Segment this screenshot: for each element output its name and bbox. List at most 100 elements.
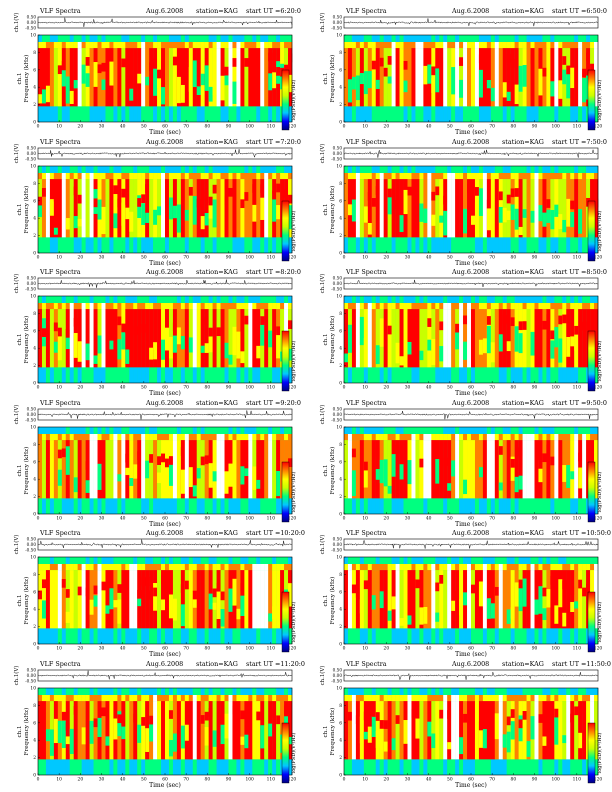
waveform-ylabel: ch.1(V) xyxy=(13,13,20,33)
spectrogram-cell xyxy=(355,700,361,759)
spectrogram-cell xyxy=(149,453,154,463)
spectrogram-cell xyxy=(200,296,205,303)
spectrogram-cell xyxy=(38,433,43,440)
spectrogram-cell xyxy=(407,700,412,759)
spectrogram-cell xyxy=(81,726,86,744)
spectrogram-cell xyxy=(427,497,432,514)
spectrogram-cell xyxy=(208,48,213,107)
spectrogram-cell xyxy=(451,172,456,179)
channel-label: ch.1 xyxy=(323,725,329,737)
spectrogram-cell xyxy=(522,439,527,498)
spectrogram-cell xyxy=(73,302,78,310)
spectrogram-cell xyxy=(482,35,488,42)
spectrogram-cell xyxy=(594,426,599,434)
spectrogram-cell xyxy=(478,563,484,571)
spectrogram-cell xyxy=(578,579,583,589)
spectrogram-cell xyxy=(45,296,51,303)
spectrogram-cell xyxy=(582,439,587,498)
spectrogram-cell xyxy=(268,178,273,237)
spectrogram-cell xyxy=(447,165,452,173)
spectrogram-cell xyxy=(578,557,583,564)
spectrogram-cell xyxy=(411,563,416,571)
spectrogram-cell xyxy=(379,178,384,237)
spectrogram-cell xyxy=(157,497,162,514)
spectrogram-cell xyxy=(208,35,213,42)
spectrogram-cell xyxy=(367,222,372,235)
spectrogram-cell xyxy=(443,628,448,644)
spectrogram-cell xyxy=(463,426,468,434)
spectrogram-cell xyxy=(236,608,241,620)
spectrogram-cell xyxy=(256,479,261,489)
spectrogram-cell xyxy=(443,497,448,514)
spectrogram-cell xyxy=(168,296,174,303)
spectrogram-cell xyxy=(264,687,269,695)
time-tick-label: 70 xyxy=(489,125,495,130)
spectrogram-cell xyxy=(268,694,273,701)
frequency-axis-label: Frequency (kHz) xyxy=(23,185,30,233)
spectrogram-cell xyxy=(594,729,599,740)
spectrogram-cell xyxy=(566,758,571,775)
panel-date: Aug.6.2008 xyxy=(146,137,184,146)
spectrogram-cell xyxy=(184,570,190,629)
spectrogram-cell xyxy=(558,700,563,759)
spectrogram-cell xyxy=(228,302,233,310)
spectrogram-cell xyxy=(228,628,233,644)
spectrogram-cell xyxy=(268,330,273,348)
spectrogram-cell xyxy=(502,426,507,434)
spectrogram-cell xyxy=(268,35,273,42)
waveform-ylabel: ch.1(V) xyxy=(319,404,326,424)
spectrogram-cell xyxy=(236,433,241,440)
spectrogram-cell xyxy=(149,497,154,514)
spectrogram-cell xyxy=(176,628,182,644)
spectrogram-cell xyxy=(73,433,78,440)
spectrogram-cell xyxy=(554,236,559,253)
spectrogram-cell xyxy=(228,172,233,179)
spectrogram-cell xyxy=(375,367,380,383)
spectrogram-cell xyxy=(45,59,51,68)
spectrogram-cell xyxy=(200,700,205,759)
spectrogram-cell xyxy=(188,178,193,237)
spectrogram-cell xyxy=(558,236,563,253)
spectrogram-cell xyxy=(268,172,273,179)
spectrogram-cell xyxy=(367,687,372,695)
spectrogram-cell xyxy=(514,433,519,440)
spectrogram-cell xyxy=(196,48,201,107)
spectrogram-cell xyxy=(196,302,201,310)
spectrogram-cell xyxy=(443,570,448,629)
spectrogram-cell xyxy=(216,178,221,237)
spectrogram-cell xyxy=(431,426,436,434)
spectrogram-cell xyxy=(399,433,404,440)
spectrogram-cell xyxy=(347,687,353,695)
spectrogram-cell xyxy=(355,309,361,368)
spectrogram-cell xyxy=(109,439,114,498)
spectrogram-cell xyxy=(200,714,205,724)
spectrogram-cell xyxy=(498,687,503,695)
spectrogram-cell xyxy=(570,570,575,629)
spectrogram-cell xyxy=(157,41,162,49)
spectrogram-cell xyxy=(447,741,452,749)
spectrogram-cell xyxy=(145,570,150,629)
spectrogram-cell xyxy=(97,694,102,701)
spectrogram-cell xyxy=(518,106,523,122)
spectrogram-cell xyxy=(363,570,369,629)
spectrogram-cell xyxy=(344,172,349,179)
spectrogram-cell xyxy=(276,35,281,42)
spectrogram-cell xyxy=(288,296,293,303)
spectrogram-cell xyxy=(73,628,78,644)
spectrogram-cell xyxy=(236,296,241,303)
spectrogram-cell xyxy=(180,426,186,434)
spectrogram-cell xyxy=(192,60,197,88)
spectrogram-cell xyxy=(578,41,583,49)
spectrogram-cell xyxy=(172,192,178,202)
freq-tick-label: 2 xyxy=(339,495,342,500)
spectrogram-cell xyxy=(141,557,146,564)
spectrogram-cell xyxy=(447,557,452,564)
spectrogram-cell xyxy=(105,309,110,368)
spectrogram-cell xyxy=(288,204,293,229)
spectrogram-cell xyxy=(375,694,380,701)
spectrogram-cell xyxy=(212,557,217,564)
spectrogram-cell xyxy=(344,570,349,629)
spectrogram-cell xyxy=(459,599,464,616)
spectrogram-cell xyxy=(252,106,257,122)
spectrogram-cell xyxy=(359,296,365,303)
